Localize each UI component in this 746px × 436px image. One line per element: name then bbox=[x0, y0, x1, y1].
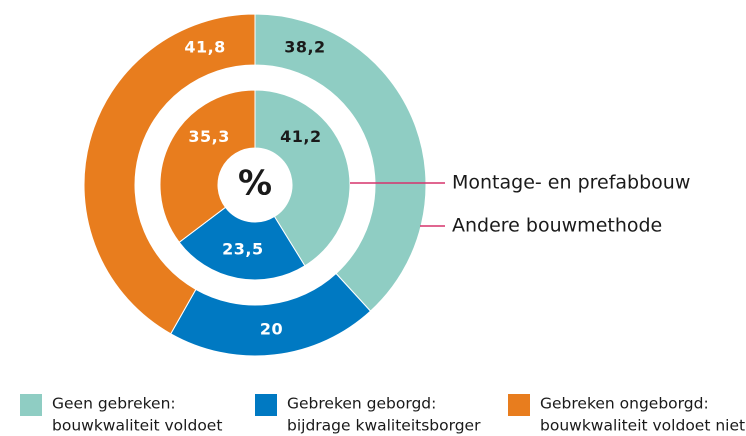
segment-label: 41,8 bbox=[184, 37, 225, 56]
legend-text: bouwkwaliteit voldoet bbox=[52, 417, 222, 435]
ring-label: Montage- en prefabbouw bbox=[452, 172, 690, 194]
segment-label: 23,5 bbox=[222, 239, 263, 258]
rings bbox=[83, 13, 427, 357]
donut-segment bbox=[170, 272, 372, 357]
legend-text: Geen gebreken: bbox=[52, 395, 176, 413]
segment-label: 41,2 bbox=[280, 127, 321, 146]
donut-segment bbox=[254, 89, 351, 267]
legend-text: bijdrage kwaliteitsborger bbox=[287, 417, 481, 435]
segment-label: 38,2 bbox=[284, 37, 325, 56]
ring-label: Andere bouwmethode bbox=[452, 215, 662, 237]
donut-segment bbox=[159, 89, 256, 243]
legend-text: Gebreken geborgd: bbox=[287, 395, 436, 413]
donut-segment bbox=[178, 206, 306, 281]
legend-text: bouwkwaliteit voldoet niet bbox=[540, 417, 745, 435]
segment-label: 20 bbox=[260, 320, 283, 339]
donut-segment bbox=[83, 13, 256, 335]
center-label: % bbox=[238, 164, 272, 204]
segment-label: 35,3 bbox=[188, 127, 229, 146]
donut-segment bbox=[254, 13, 427, 312]
legend-swatch bbox=[508, 394, 530, 416]
legend-swatch bbox=[255, 394, 277, 416]
legend-swatch bbox=[20, 394, 42, 416]
legend-text: Gebreken ongeborgd: bbox=[540, 395, 709, 413]
